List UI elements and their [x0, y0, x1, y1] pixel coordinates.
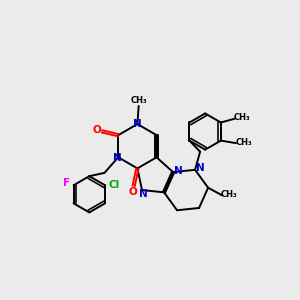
Text: CH₃: CH₃	[130, 96, 147, 105]
Text: N: N	[133, 118, 141, 129]
Text: N: N	[196, 163, 205, 173]
Text: CH₃: CH₃	[221, 190, 237, 199]
Text: N: N	[174, 166, 183, 176]
Text: O: O	[129, 187, 137, 196]
Text: O: O	[92, 125, 101, 135]
Text: N: N	[139, 189, 148, 199]
Text: F: F	[63, 178, 70, 188]
Text: CH₃: CH₃	[234, 113, 250, 122]
Text: Cl: Cl	[108, 180, 119, 190]
Text: N: N	[112, 153, 122, 163]
Text: CH₃: CH₃	[235, 138, 252, 147]
